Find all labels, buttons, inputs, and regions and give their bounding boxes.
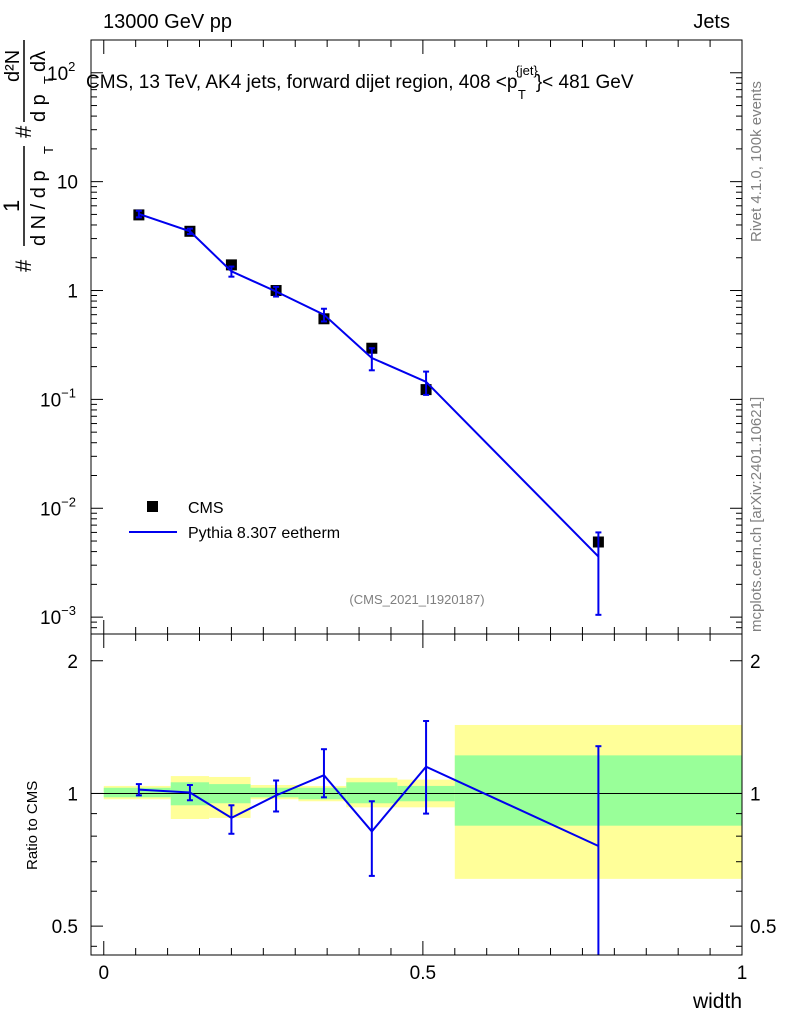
plot-title-tail: }< 481 GeV [536, 72, 634, 93]
ratio-ylabel: Ratio to CMS [24, 781, 41, 870]
main-ytick-label-1: 10−2 [40, 494, 76, 520]
main-plot-frame [90, 39, 743, 635]
xtick-label-2: 1 [737, 963, 748, 984]
ylabel-one: 1 [0, 200, 24, 212]
ylabel-dlambda: dλ [28, 51, 50, 72]
pythia-line [138, 213, 600, 558]
main-ytick-label-4: 10 [57, 173, 78, 194]
plot-title-sup: {jet} [515, 63, 538, 78]
ratio-band-green-3 [250, 787, 299, 798]
legend-cms-label: CMS [188, 500, 224, 517]
cms-point-2 [225, 259, 237, 271]
ratio-ytick-label-right-2: 2 [750, 652, 761, 673]
ylabel-den2-sub: T [41, 76, 56, 84]
xtick-label-1: 0.5 [410, 963, 436, 984]
main-ytick-label-5: 102 [47, 59, 75, 85]
ratio-plot-frame [90, 633, 743, 956]
xtick-label-0: 0 [98, 963, 109, 984]
mcplots-label: mcplots.cern.ch [arXiv:2401.10621] [748, 397, 765, 632]
rivet-label: Rivet 4.1.0, 100k events [748, 81, 765, 242]
main-ytick-label-3: 1 [67, 282, 78, 303]
ylabel-hash1: # [11, 259, 36, 272]
ratio-ytick-label-left-1: 1 [67, 784, 78, 805]
axes: 10−3 10−2 10−1 1 10 102 0.5 0.5 1 1 2 2 0 0.5 1 [40, 39, 776, 984]
ylabel-hash2: # [11, 125, 36, 138]
x-axis-title: width [692, 990, 742, 1013]
legend-cms-marker [147, 501, 158, 512]
ratio-band-green-5 [346, 782, 398, 804]
ylabel-den: d N / d p [28, 170, 50, 246]
main-ylabel: # 1 d N / d p T # d²N d p T dλ [0, 40, 56, 272]
analysis-watermark: (CMS_2021_I1920187) [349, 592, 484, 607]
ratio-band-green-0 [103, 787, 171, 798]
ratio-uncertainty-bands [103, 724, 742, 879]
legend-pythia-label: Pythia 8.307 eetherm [188, 525, 340, 542]
plot-title: CMS, 13 TeV, AK4 jets, forward dijet reg… [86, 63, 634, 102]
legend: CMS Pythia 8.307 eetherm [129, 500, 340, 542]
main-ytick-label-2: 10−1 [40, 385, 76, 411]
ylabel-den-sub: T [41, 146, 56, 154]
ratio-ytick-label-left-2: 2 [67, 652, 78, 673]
header-left: 13000 GeV pp [103, 11, 232, 33]
header-right: Jets [693, 11, 730, 33]
ratio-ytick-label-right-0: 0.5 [750, 917, 776, 938]
main-plot-marks [133, 209, 604, 616]
ylabel-den2: d p [28, 94, 50, 122]
ratio-plot-marks [91, 719, 742, 955]
ratio-pythia-line [138, 765, 599, 847]
plot-title-sub: T [518, 87, 526, 102]
ratio-ytick-label-left-0: 0.5 [52, 917, 78, 938]
ratio-ytick-label-right-1: 1 [750, 784, 761, 805]
plot-title-main: CMS, 13 TeV, AK4 jets, forward dijet reg… [86, 72, 517, 93]
ylabel-d2n: d²N [2, 50, 24, 82]
main-ytick-label-0: 10−3 [40, 603, 76, 629]
